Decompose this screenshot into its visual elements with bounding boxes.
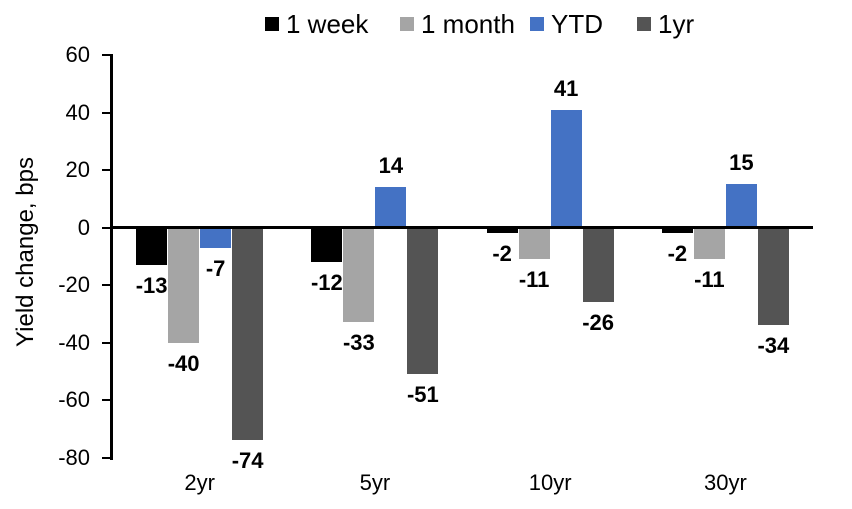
bar-1-month-5yr — [343, 227, 375, 323]
bar-1-week-5yr — [311, 227, 343, 262]
bar-YTD-2yr — [200, 227, 232, 248]
legend-label: 1yr — [658, 9, 695, 39]
data-label-1-week-30yr: -2 — [667, 241, 688, 267]
data-label-1-month-2yr: -40 — [167, 350, 200, 376]
bar-1-month-30yr — [693, 227, 725, 260]
legend-swatch-icon — [265, 17, 279, 31]
bar-1-week-2yr — [136, 227, 168, 265]
y-tick-label: 20 — [65, 157, 90, 182]
legend-label: 1 week — [286, 9, 369, 39]
bar-1-week-10yr — [486, 227, 518, 234]
legend-swatch-icon — [400, 17, 414, 31]
data-label-1-month-5yr: -33 — [342, 330, 375, 356]
data-label-YTD-2yr: -7 — [205, 255, 226, 281]
x-category-label-10yr: 10yr — [528, 470, 572, 495]
y-tick-mark — [102, 169, 112, 171]
bar-YTD-30yr — [725, 184, 757, 228]
bar-1yr-2yr — [232, 227, 264, 441]
data-label-1yr-30yr: -34 — [757, 333, 790, 359]
y-axis-line — [110, 54, 113, 460]
y-tick-mark — [102, 399, 112, 401]
bar-1yr-5yr — [407, 227, 439, 375]
y-tick-mark — [102, 284, 112, 286]
bar-YTD-5yr — [375, 187, 407, 228]
legend-label: YTD — [551, 9, 603, 39]
y-tick-mark — [102, 456, 112, 459]
bar-1yr-30yr — [757, 227, 789, 326]
data-label-1-month-10yr: -11 — [518, 267, 550, 293]
legend-swatch-icon — [637, 17, 651, 31]
data-label-YTD-10yr: 41 — [553, 75, 579, 101]
y-axis-title: Yield change, bps — [12, 157, 39, 347]
data-label-1-week-5yr: -12 — [310, 270, 343, 295]
y-tick-label: 60 — [65, 42, 90, 67]
y-tick-label: -40 — [58, 329, 90, 355]
data-label-1yr-10yr: -26 — [582, 310, 615, 336]
data-label-1-month-30yr: -11 — [694, 267, 725, 293]
y-tick-label: 0 — [77, 214, 90, 240]
data-label-YTD-5yr: 14 — [378, 153, 404, 179]
y-tick-label: -20 — [58, 272, 90, 297]
data-label-1-week-2yr: -13 — [135, 272, 168, 298]
y-tick-label: 40 — [65, 99, 90, 125]
legend-swatch-icon — [530, 17, 544, 31]
data-label-1yr-2yr: -74 — [231, 448, 264, 474]
bar-1-month-2yr — [168, 227, 200, 343]
x-category-label-30yr: 30yr — [703, 470, 747, 495]
y-tick-label: -80 — [58, 444, 90, 470]
x-category-label-5yr: 5yr — [359, 470, 391, 495]
y-tick-mark — [102, 54, 112, 56]
legend-item-1yr: 1yr — [637, 10, 694, 38]
x-category-label-2yr: 2yr — [184, 470, 215, 495]
bar-1-week-30yr — [661, 227, 693, 234]
data-label-1yr-5yr: -51 — [406, 382, 439, 408]
bar-1-month-10yr — [518, 227, 550, 260]
legend-item-YTD: YTD — [530, 10, 603, 38]
y-tick-label: -60 — [58, 387, 90, 412]
data-label-1-week-10yr: -2 — [492, 241, 512, 267]
legend-item-1-week: 1 week — [265, 10, 368, 38]
y-tick-mark — [102, 111, 112, 114]
bar-1yr-10yr — [582, 227, 614, 303]
y-tick-mark — [102, 226, 112, 229]
x-axis-zero-line — [110, 226, 813, 229]
legend-item-1-month: 1 month — [400, 10, 515, 38]
data-label-YTD-30yr: 15 — [729, 150, 754, 176]
legend-label: 1 month — [421, 9, 515, 39]
y-tick-mark — [102, 341, 112, 344]
bar-YTD-10yr — [550, 109, 582, 228]
